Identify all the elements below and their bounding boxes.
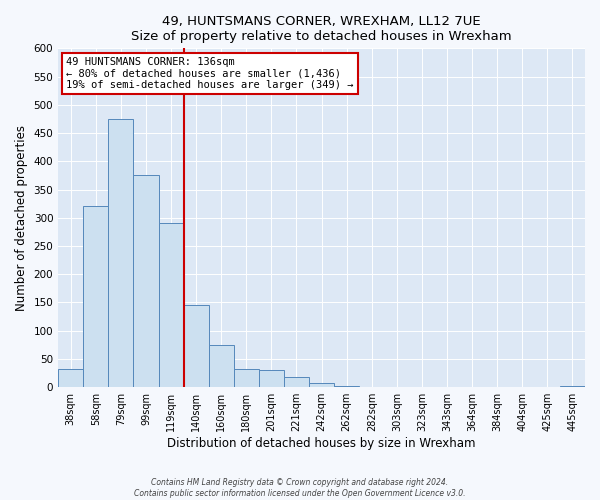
X-axis label: Distribution of detached houses by size in Wrexham: Distribution of detached houses by size … xyxy=(167,437,476,450)
Bar xyxy=(259,370,284,387)
Bar xyxy=(83,206,109,387)
Y-axis label: Number of detached properties: Number of detached properties xyxy=(15,125,28,311)
Bar xyxy=(234,369,259,387)
Bar xyxy=(385,386,409,387)
Bar xyxy=(359,386,385,387)
Bar xyxy=(109,119,133,387)
Text: 49 HUNTSMANS CORNER: 136sqm
← 80% of detached houses are smaller (1,436)
19% of : 49 HUNTSMANS CORNER: 136sqm ← 80% of det… xyxy=(66,57,353,90)
Bar xyxy=(58,369,83,387)
Title: 49, HUNTSMANS CORNER, WREXHAM, LL12 7UE
Size of property relative to detached ho: 49, HUNTSMANS CORNER, WREXHAM, LL12 7UE … xyxy=(131,15,512,43)
Bar xyxy=(560,386,585,387)
Bar xyxy=(209,345,234,387)
Bar xyxy=(334,386,359,387)
Bar xyxy=(284,377,309,387)
Bar xyxy=(158,224,184,387)
Text: Contains HM Land Registry data © Crown copyright and database right 2024.
Contai: Contains HM Land Registry data © Crown c… xyxy=(134,478,466,498)
Bar xyxy=(309,384,334,387)
Bar xyxy=(184,306,209,387)
Bar xyxy=(133,176,158,387)
